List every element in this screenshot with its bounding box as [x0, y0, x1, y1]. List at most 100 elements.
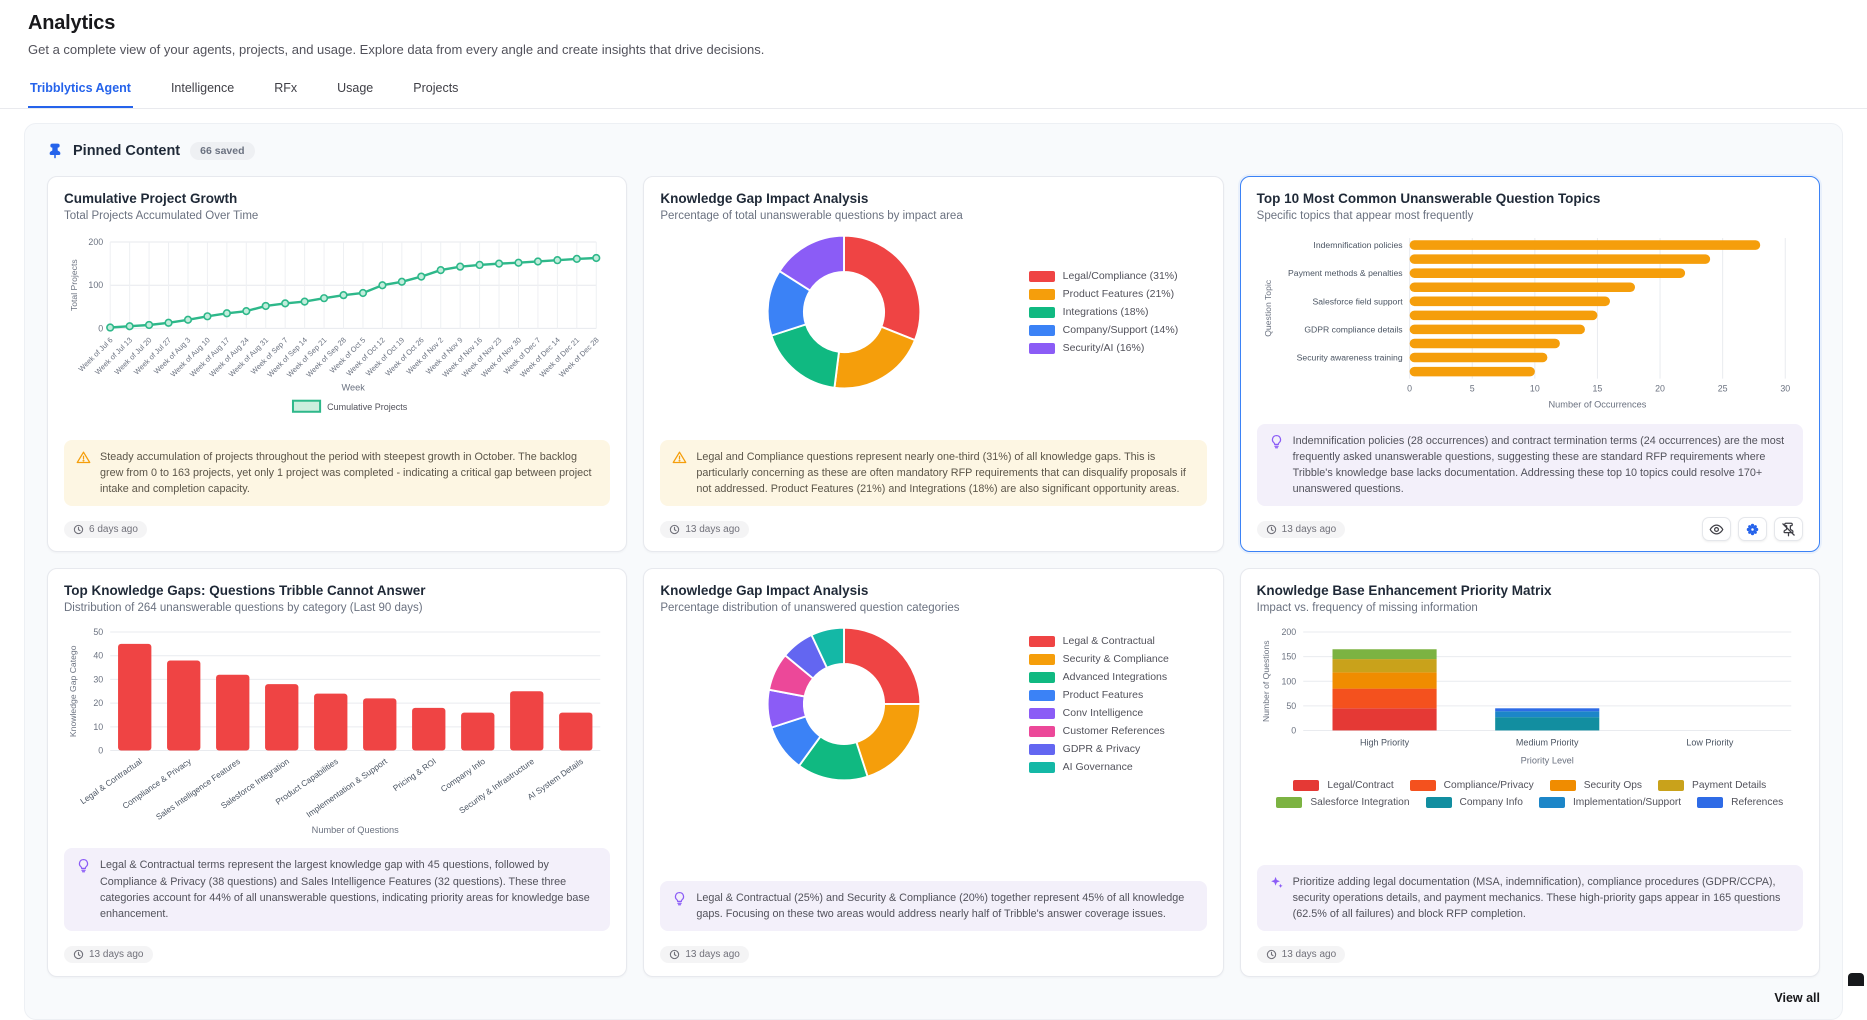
- timestamp-badge: 6 days ago: [64, 520, 147, 538]
- clock-icon: [1266, 524, 1277, 535]
- corner-widget[interactable]: [1848, 973, 1864, 986]
- legend-item: Salesforce Integration: [1276, 797, 1410, 809]
- tab-tribblytics-agent[interactable]: Tribblytics Agent: [28, 73, 133, 108]
- legend-item: GDPR & Privacy: [1028, 743, 1205, 755]
- pinned-content-section: Pinned Content 66 saved Cumulative Proje…: [24, 123, 1843, 1020]
- insight-note: Legal & Contractual terms represent the …: [64, 848, 611, 932]
- svg-text:Medium Priority: Medium Priority: [1516, 738, 1579, 748]
- card-subtitle: Percentage distribution of unanswered qu…: [660, 602, 960, 615]
- legend-item: Customer References: [1028, 725, 1205, 737]
- svg-text:20: 20: [1655, 384, 1665, 394]
- legend-item: Product Features (21%): [1028, 288, 1205, 300]
- category-donut-chart: Legal & Contractual Security & Compliance…: [660, 620, 1206, 788]
- note-text: Indemnification policies (28 occurrences…: [1292, 434, 1785, 496]
- svg-text:Week: Week: [342, 383, 366, 393]
- donut-legend: Legal/Compliance (31%) Product Features (…: [1028, 270, 1207, 354]
- unpin-icon: [1781, 522, 1796, 537]
- ai-view-button[interactable]: [1737, 517, 1767, 542]
- insight-note: Legal & Contractual (25%) and Security &…: [660, 880, 1207, 932]
- card-footer: 13 days ago: [660, 517, 1206, 541]
- svg-text:Low Priority: Low Priority: [1686, 738, 1734, 748]
- note-text: Prioritize adding legal documentation (M…: [1292, 875, 1781, 920]
- tab-projects[interactable]: Projects: [413, 81, 459, 95]
- legend-item: Conv Intelligence: [1028, 707, 1205, 719]
- clock-icon: [669, 524, 680, 535]
- svg-text:0: 0: [1291, 726, 1296, 736]
- page-title: Analytics: [28, 12, 116, 34]
- svg-text:Question Topic: Question Topic: [1263, 279, 1273, 337]
- svg-text:200: 200: [88, 237, 103, 247]
- legend-item: Implementation/Support: [1538, 797, 1681, 809]
- lightbulb-icon: [672, 891, 687, 906]
- svg-text:Company Info: Company Info: [439, 756, 488, 794]
- card-subtitle: Specific topics that appear most frequen…: [1256, 210, 1474, 222]
- tab-intelligence[interactable]: Intelligence: [170, 81, 235, 95]
- pinned-cards-grid: Cumulative Project Growth Total Projects…: [47, 176, 1820, 978]
- timestamp-badge: 13 days ago: [660, 520, 749, 538]
- timestamp-text: 13 days ago: [1281, 948, 1337, 960]
- card-priority-matrix[interactable]: Knowledge Base Enhancement Priority Matr…: [1239, 568, 1820, 978]
- svg-text:Payment methods & penalties: Payment methods & penalties: [1288, 268, 1403, 278]
- svg-text:50: 50: [1286, 701, 1296, 711]
- legend-item: Legal/Compliance (31%): [1028, 270, 1205, 282]
- priority-matrix-stacked-chart: 0 50 100 150 200 High Priority Medium Priority…: [1257, 624, 1803, 809]
- card-footer: 13 days ago: [64, 942, 610, 966]
- tab-usage[interactable]: Usage: [337, 81, 374, 95]
- card-top-unanswerable-topics[interactable]: Top 10 Most Common Unanswerable Question…: [1239, 176, 1820, 553]
- insight-note: Indemnification policies (28 occurrences…: [1256, 423, 1803, 507]
- legend-item: Compliance/Privacy: [1409, 780, 1534, 792]
- card-actions: [1701, 517, 1803, 542]
- view-button[interactable]: [1701, 517, 1731, 542]
- lightbulb-icon: [76, 858, 91, 873]
- card-subtitle: Total Projects Accumulated Over Time: [64, 210, 259, 222]
- svg-text:Total Projects: Total Projects: [69, 259, 79, 311]
- note-text: Steady accumulation of projects througho…: [100, 450, 592, 496]
- sparkles-icon: [1269, 875, 1284, 890]
- topics-hbar-chart: 0 5 10 15 20 25 30 Indemnification policies Paym…: [1257, 232, 1803, 422]
- legend-item: Integrations (18%): [1028, 306, 1205, 318]
- svg-text:High Priority: High Priority: [1360, 738, 1410, 748]
- svg-text:25: 25: [1717, 384, 1727, 394]
- card-footer: 13 days ago: [660, 942, 1206, 966]
- insight-note: Legal and Compliance questions represent…: [660, 439, 1207, 507]
- saved-count-badge: 66 saved: [190, 142, 255, 160]
- timestamp-badge: 13 days ago: [660, 945, 749, 963]
- card-top-knowledge-gaps[interactable]: Top Knowledge Gaps: Questions Tribble Ca…: [47, 568, 628, 978]
- svg-text:Salesforce field support: Salesforce field support: [1312, 296, 1403, 306]
- card-footer: 13 days ago: [1256, 942, 1803, 966]
- svg-text:Sales Intelligence Features: Sales Intelligence Features: [154, 756, 242, 822]
- card-subtitle: Impact vs. frequency of missing informat…: [1256, 602, 1478, 615]
- clock-icon: [1266, 949, 1277, 960]
- tab-rfx[interactable]: RFx: [274, 81, 298, 95]
- unpin-button[interactable]: [1773, 517, 1803, 542]
- action-note: Prioritize adding legal documentation (M…: [1256, 864, 1803, 932]
- pinned-header: Pinned Content 66 saved: [47, 142, 1820, 160]
- timestamp-text: 13 days ago: [89, 948, 144, 960]
- clock-icon: [73, 949, 84, 960]
- card-title: Top 10 Most Common Unanswerable Question…: [1256, 191, 1601, 206]
- svg-text:Number of Questions: Number of Questions: [312, 825, 399, 835]
- note-text: Legal & Contractual (25%) and Security &…: [696, 891, 1185, 920]
- view-all-link[interactable]: View all: [1774, 991, 1820, 1006]
- legend-item: Product Features: [1028, 689, 1205, 701]
- legend-item: Security & Compliance: [1028, 653, 1205, 665]
- svg-text:Cumulative Projects: Cumulative Projects: [327, 402, 408, 412]
- svg-text:Pricing & ROI: Pricing & ROI: [391, 756, 438, 793]
- legend-item: Company/Support (14%): [1028, 324, 1205, 336]
- tab-bar: Tribblytics Agent Intelligence RFx Usage…: [0, 73, 1867, 109]
- card-title: Cumulative Project Growth: [64, 191, 238, 206]
- legend-item: Security/AI (16%): [1028, 342, 1205, 354]
- card-knowledge-gap-impact-2[interactable]: Knowledge Gap Impact Analysis Percentage…: [643, 568, 1224, 978]
- svg-text:0: 0: [1407, 384, 1412, 394]
- svg-text:100: 100: [88, 280, 103, 290]
- impact-donut-chart: Legal/Compliance (31%) Product Features (…: [660, 228, 1206, 396]
- card-title: Knowledge Gap Impact Analysis: [660, 191, 869, 206]
- ai-view-icon: [1745, 522, 1760, 537]
- timestamp-badge: 13 days ago: [1256, 945, 1346, 963]
- timestamp-text: 6 days ago: [89, 523, 138, 535]
- card-knowledge-gap-impact-1[interactable]: Knowledge Gap Impact Analysis Percentage…: [643, 176, 1224, 553]
- svg-text:200: 200: [1281, 627, 1296, 637]
- note-text: Legal & Contractual terms represent the …: [100, 859, 590, 920]
- donut-legend: Legal & Contractual Security & Compliance…: [1028, 635, 1207, 773]
- card-cumulative-project-growth[interactable]: Cumulative Project Growth Total Projects…: [47, 176, 628, 553]
